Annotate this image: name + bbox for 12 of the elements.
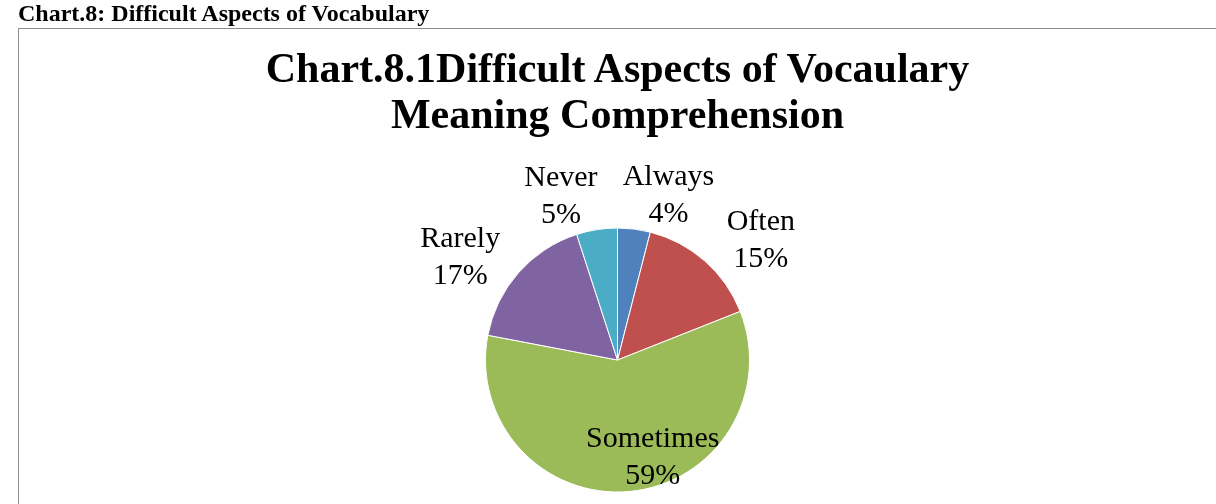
slice-label: Rarely <box>420 219 501 253</box>
text: Chart.8: Difficult Aspects of Vocabulary <box>18 0 430 27</box>
data-label: 5% <box>540 196 581 230</box>
data-label: 17% <box>432 256 488 290</box>
data-label: 59% <box>625 456 681 490</box>
data-label: 15% <box>733 240 789 274</box>
slice-label: Sometimes <box>586 419 720 453</box>
data-label: 4% <box>648 195 689 229</box>
slice-label: Always <box>622 158 715 192</box>
slice-label: Often <box>726 203 795 237</box>
slice-label: Never <box>524 159 598 193</box>
chart-title: Chart.8.1Difficult Aspects of Vocaulary Meaning Comprehension <box>265 45 970 138</box>
